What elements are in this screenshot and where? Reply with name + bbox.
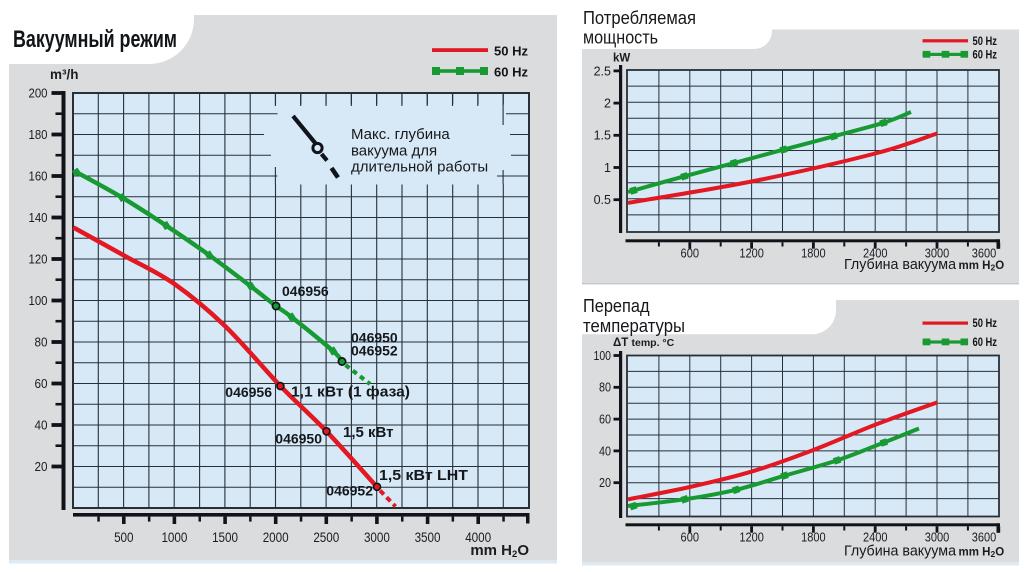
svg-text:100: 100 bbox=[29, 293, 48, 308]
svg-text:kW: kW bbox=[613, 53, 630, 65]
svg-text:500: 500 bbox=[114, 530, 134, 545]
svg-text:m³/h: m³/h bbox=[50, 67, 79, 82]
svg-text:40: 40 bbox=[35, 418, 48, 433]
svg-text:мощность: мощность bbox=[583, 28, 658, 48]
svg-text:046956: 046956 bbox=[282, 283, 329, 299]
svg-text:600: 600 bbox=[681, 530, 700, 545]
svg-text:3000: 3000 bbox=[925, 530, 950, 545]
svg-text:160: 160 bbox=[29, 169, 48, 184]
svg-text:1,5 кВт: 1,5 кВт bbox=[343, 424, 394, 441]
svg-text:180: 180 bbox=[29, 127, 48, 142]
svg-text:100: 100 bbox=[594, 349, 612, 363]
svg-text:50 Hz: 50 Hz bbox=[973, 318, 998, 330]
svg-text:2: 2 bbox=[604, 97, 611, 111]
svg-text:046952: 046952 bbox=[326, 483, 373, 499]
svg-text:140: 140 bbox=[29, 210, 48, 225]
svg-text:Потребляемая: Потребляемая bbox=[583, 8, 696, 28]
svg-text:температуры: температуры bbox=[583, 316, 685, 336]
svg-text:1500: 1500 bbox=[212, 530, 238, 545]
svg-text:60: 60 bbox=[35, 376, 48, 391]
svg-text:2500: 2500 bbox=[313, 530, 339, 545]
svg-text:вакуума для: вакуума для bbox=[351, 143, 437, 160]
svg-text:Вакуумный режим: Вакуумный режим bbox=[13, 26, 177, 53]
svg-text:1,5 кВт LHT: 1,5 кВт LHT bbox=[379, 467, 468, 484]
svg-text:80: 80 bbox=[599, 381, 611, 395]
svg-text:2.5: 2.5 bbox=[594, 64, 611, 78]
svg-text:1.5: 1.5 bbox=[594, 129, 611, 143]
svg-text:120: 120 bbox=[29, 252, 48, 267]
svg-text:50 Hz: 50 Hz bbox=[494, 43, 528, 58]
svg-text:Перепад: Перепад bbox=[583, 296, 650, 316]
svg-text:1000: 1000 bbox=[161, 530, 187, 545]
svg-text:046956: 046956 bbox=[225, 384, 272, 400]
svg-text:mm H2O: mm H2O bbox=[470, 542, 529, 560]
svg-text:mm H2O: mm H2O bbox=[959, 547, 1005, 560]
svg-text:40: 40 bbox=[599, 444, 611, 458]
svg-text:1800: 1800 bbox=[801, 246, 826, 261]
svg-text:2000: 2000 bbox=[263, 530, 289, 545]
svg-text:60 Hz: 60 Hz bbox=[973, 50, 998, 62]
svg-text:20: 20 bbox=[35, 459, 48, 474]
svg-text:1800: 1800 bbox=[801, 530, 826, 545]
svg-text:2400: 2400 bbox=[863, 530, 888, 545]
svg-text:1200: 1200 bbox=[739, 530, 764, 545]
svg-text:046950: 046950 bbox=[275, 431, 322, 447]
svg-text:80: 80 bbox=[35, 335, 48, 350]
svg-text:60 Hz: 60 Hz bbox=[494, 64, 528, 79]
svg-text:046950: 046950 bbox=[351, 330, 398, 346]
svg-text:2400: 2400 bbox=[863, 246, 888, 261]
svg-text:ΔT temp. °C: ΔT temp. °C bbox=[613, 337, 675, 349]
svg-text:4000: 4000 bbox=[465, 530, 491, 545]
svg-text:3600: 3600 bbox=[972, 246, 997, 261]
svg-text:1,1 кВт (1 фаза): 1,1 кВт (1 фаза) bbox=[291, 384, 410, 401]
svg-text:mm H2O: mm H2O bbox=[959, 260, 1005, 273]
svg-text:60 Hz: 60 Hz bbox=[973, 337, 998, 349]
svg-text:0.5: 0.5 bbox=[594, 193, 611, 207]
svg-text:600: 600 bbox=[681, 246, 700, 261]
svg-text:50 Hz: 50 Hz bbox=[973, 36, 998, 48]
svg-text:3000: 3000 bbox=[364, 530, 390, 545]
svg-text:200: 200 bbox=[29, 86, 48, 101]
svg-text:1200: 1200 bbox=[739, 246, 764, 261]
svg-text:Глубина вакуума: Глубина вакуума bbox=[844, 256, 957, 273]
svg-text:Макс. глубина: Макс. глубина bbox=[351, 126, 450, 143]
svg-text:60: 60 bbox=[599, 413, 611, 427]
svg-text:20: 20 bbox=[599, 476, 611, 490]
svg-text:046952: 046952 bbox=[351, 343, 398, 359]
svg-text:3500: 3500 bbox=[415, 530, 441, 545]
svg-text:длительной работы: длительной работы bbox=[351, 159, 488, 176]
svg-text:3600: 3600 bbox=[972, 530, 997, 545]
svg-text:Глубина вакуума: Глубина вакуума bbox=[844, 543, 957, 560]
svg-text:3000: 3000 bbox=[925, 246, 950, 261]
svg-text:1: 1 bbox=[604, 161, 611, 175]
